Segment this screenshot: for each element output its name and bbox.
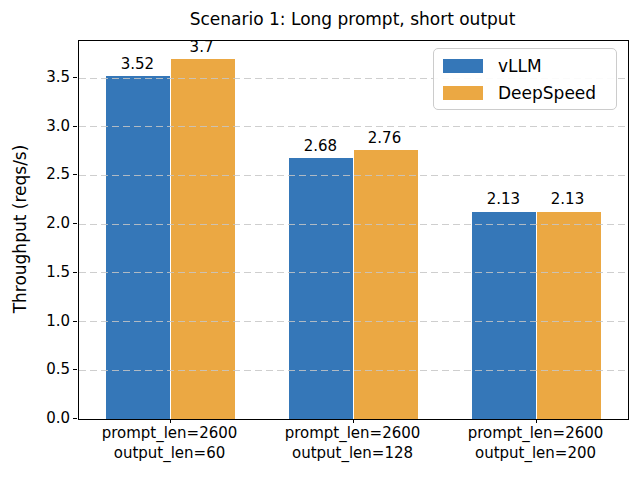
y-tick-label: 2.0 [26,214,70,232]
y-tick-label: 1.5 [26,263,70,281]
y-tick-mark [73,321,77,322]
legend-label-deepspeed: DeepSpeed [498,83,596,103]
chart-title: Scenario 1: Long prompt, short output [78,9,627,29]
legend-label-vllm: vLLM [498,56,542,76]
bar-deepspeed-group0 [171,59,235,419]
y-tick-mark [73,174,77,175]
gridline [79,272,628,273]
bar-value-label: 2.13 [551,190,584,208]
y-tick-mark [73,272,77,273]
gridline [79,175,628,176]
y-tick-mark [73,223,77,224]
legend-item-vllm: vLLM [434,56,616,76]
gridline [79,321,628,322]
legend: vLLM DeepSpeed [433,48,617,110]
y-tick-label: 3.0 [26,117,70,135]
bar-value-label: 2.76 [368,129,401,147]
y-tick-label: 0.0 [26,409,70,427]
bar-vllm-group1 [289,158,353,419]
bar-value-label: 3.52 [121,55,154,73]
bar-value-label: 3.7 [190,38,214,56]
gridline [79,126,628,127]
figure: Scenario 1: Long prompt, short output Th… [0,0,640,480]
x-tick-mark [170,419,171,423]
x-tick-label: prompt_len=2600output_len=128 [285,424,421,463]
y-tick-mark [73,369,77,370]
deepspeed-swatch-icon [443,86,483,100]
legend-item-deepspeed: DeepSpeed [434,83,616,103]
bar-deepspeed-group1 [354,150,418,419]
vllm-swatch-icon [443,59,483,73]
bar-value-label: 2.13 [487,190,520,208]
gridline [79,224,628,225]
y-tick-label: 2.5 [26,165,70,183]
bar-deepspeed-group2 [537,212,601,420]
x-tick-mark [353,419,354,423]
x-tick-mark [536,419,537,423]
bar-vllm-group0 [106,76,170,419]
y-tick-label: 1.0 [26,312,70,330]
x-tick-label: prompt_len=2600output_len=60 [102,424,238,463]
y-tick-label: 0.5 [26,360,70,378]
y-tick-mark [73,77,77,78]
bar-vllm-group2 [472,212,536,420]
y-tick-label: 3.5 [26,68,70,86]
x-tick-label: prompt_len=2600output_len=200 [468,424,604,463]
y-tick-mark [73,126,77,127]
y-tick-mark [73,418,77,419]
bar-value-label: 2.68 [304,137,337,155]
gridline [79,370,628,371]
